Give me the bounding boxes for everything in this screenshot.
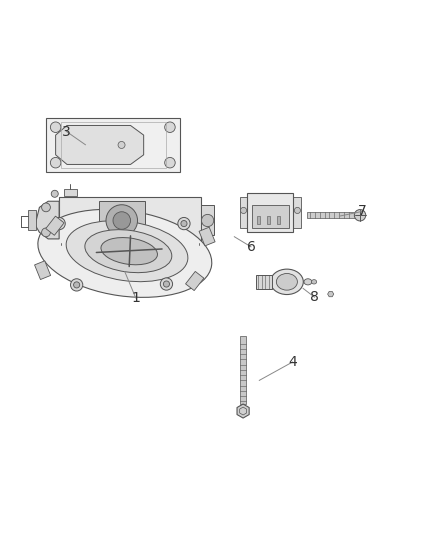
Polygon shape bbox=[328, 292, 334, 297]
Ellipse shape bbox=[101, 238, 158, 265]
Ellipse shape bbox=[304, 279, 312, 285]
Circle shape bbox=[178, 217, 190, 230]
Bar bbox=[59, 197, 201, 243]
Ellipse shape bbox=[276, 273, 297, 290]
Circle shape bbox=[51, 190, 58, 197]
Ellipse shape bbox=[311, 280, 317, 284]
Bar bbox=[247, 193, 293, 232]
Circle shape bbox=[56, 221, 62, 227]
Bar bbox=[99, 201, 145, 240]
Circle shape bbox=[165, 157, 175, 168]
Circle shape bbox=[42, 203, 50, 212]
Bar bbox=[64, 189, 77, 197]
Circle shape bbox=[160, 278, 173, 290]
Ellipse shape bbox=[66, 221, 188, 281]
Bar bbox=[257, 216, 260, 224]
Polygon shape bbox=[56, 125, 144, 165]
Ellipse shape bbox=[113, 212, 131, 229]
Circle shape bbox=[42, 228, 50, 237]
Ellipse shape bbox=[106, 205, 138, 236]
Polygon shape bbox=[199, 227, 215, 246]
Bar bbox=[201, 205, 214, 236]
Bar bbox=[307, 212, 355, 219]
Polygon shape bbox=[35, 261, 51, 279]
Bar bbox=[277, 216, 280, 224]
Polygon shape bbox=[35, 201, 59, 239]
Circle shape bbox=[50, 157, 61, 168]
Ellipse shape bbox=[38, 209, 212, 297]
Polygon shape bbox=[186, 271, 204, 290]
Polygon shape bbox=[237, 404, 249, 418]
Text: 3: 3 bbox=[62, 125, 71, 139]
Ellipse shape bbox=[85, 230, 172, 273]
Text: 1: 1 bbox=[131, 291, 140, 305]
Bar bbox=[293, 197, 301, 228]
Text: 8: 8 bbox=[310, 290, 319, 304]
Bar bbox=[267, 216, 270, 224]
Circle shape bbox=[354, 209, 366, 221]
Circle shape bbox=[240, 207, 247, 214]
Circle shape bbox=[294, 207, 300, 214]
Circle shape bbox=[118, 141, 125, 149]
Circle shape bbox=[201, 214, 214, 227]
Circle shape bbox=[165, 122, 175, 133]
Bar bbox=[28, 211, 36, 230]
Text: 7: 7 bbox=[358, 204, 367, 219]
Circle shape bbox=[163, 281, 170, 287]
Circle shape bbox=[74, 282, 80, 288]
Text: 4: 4 bbox=[288, 355, 297, 369]
Ellipse shape bbox=[270, 269, 304, 295]
Circle shape bbox=[50, 122, 61, 133]
Text: 6: 6 bbox=[247, 240, 255, 254]
Bar bbox=[256, 275, 272, 289]
Circle shape bbox=[53, 217, 65, 230]
Bar bbox=[252, 205, 289, 228]
Bar bbox=[240, 197, 247, 228]
Circle shape bbox=[71, 279, 83, 291]
Bar bbox=[61, 122, 166, 168]
Circle shape bbox=[181, 221, 187, 227]
Bar bbox=[46, 118, 180, 172]
Bar bbox=[240, 336, 246, 404]
Polygon shape bbox=[46, 216, 64, 235]
